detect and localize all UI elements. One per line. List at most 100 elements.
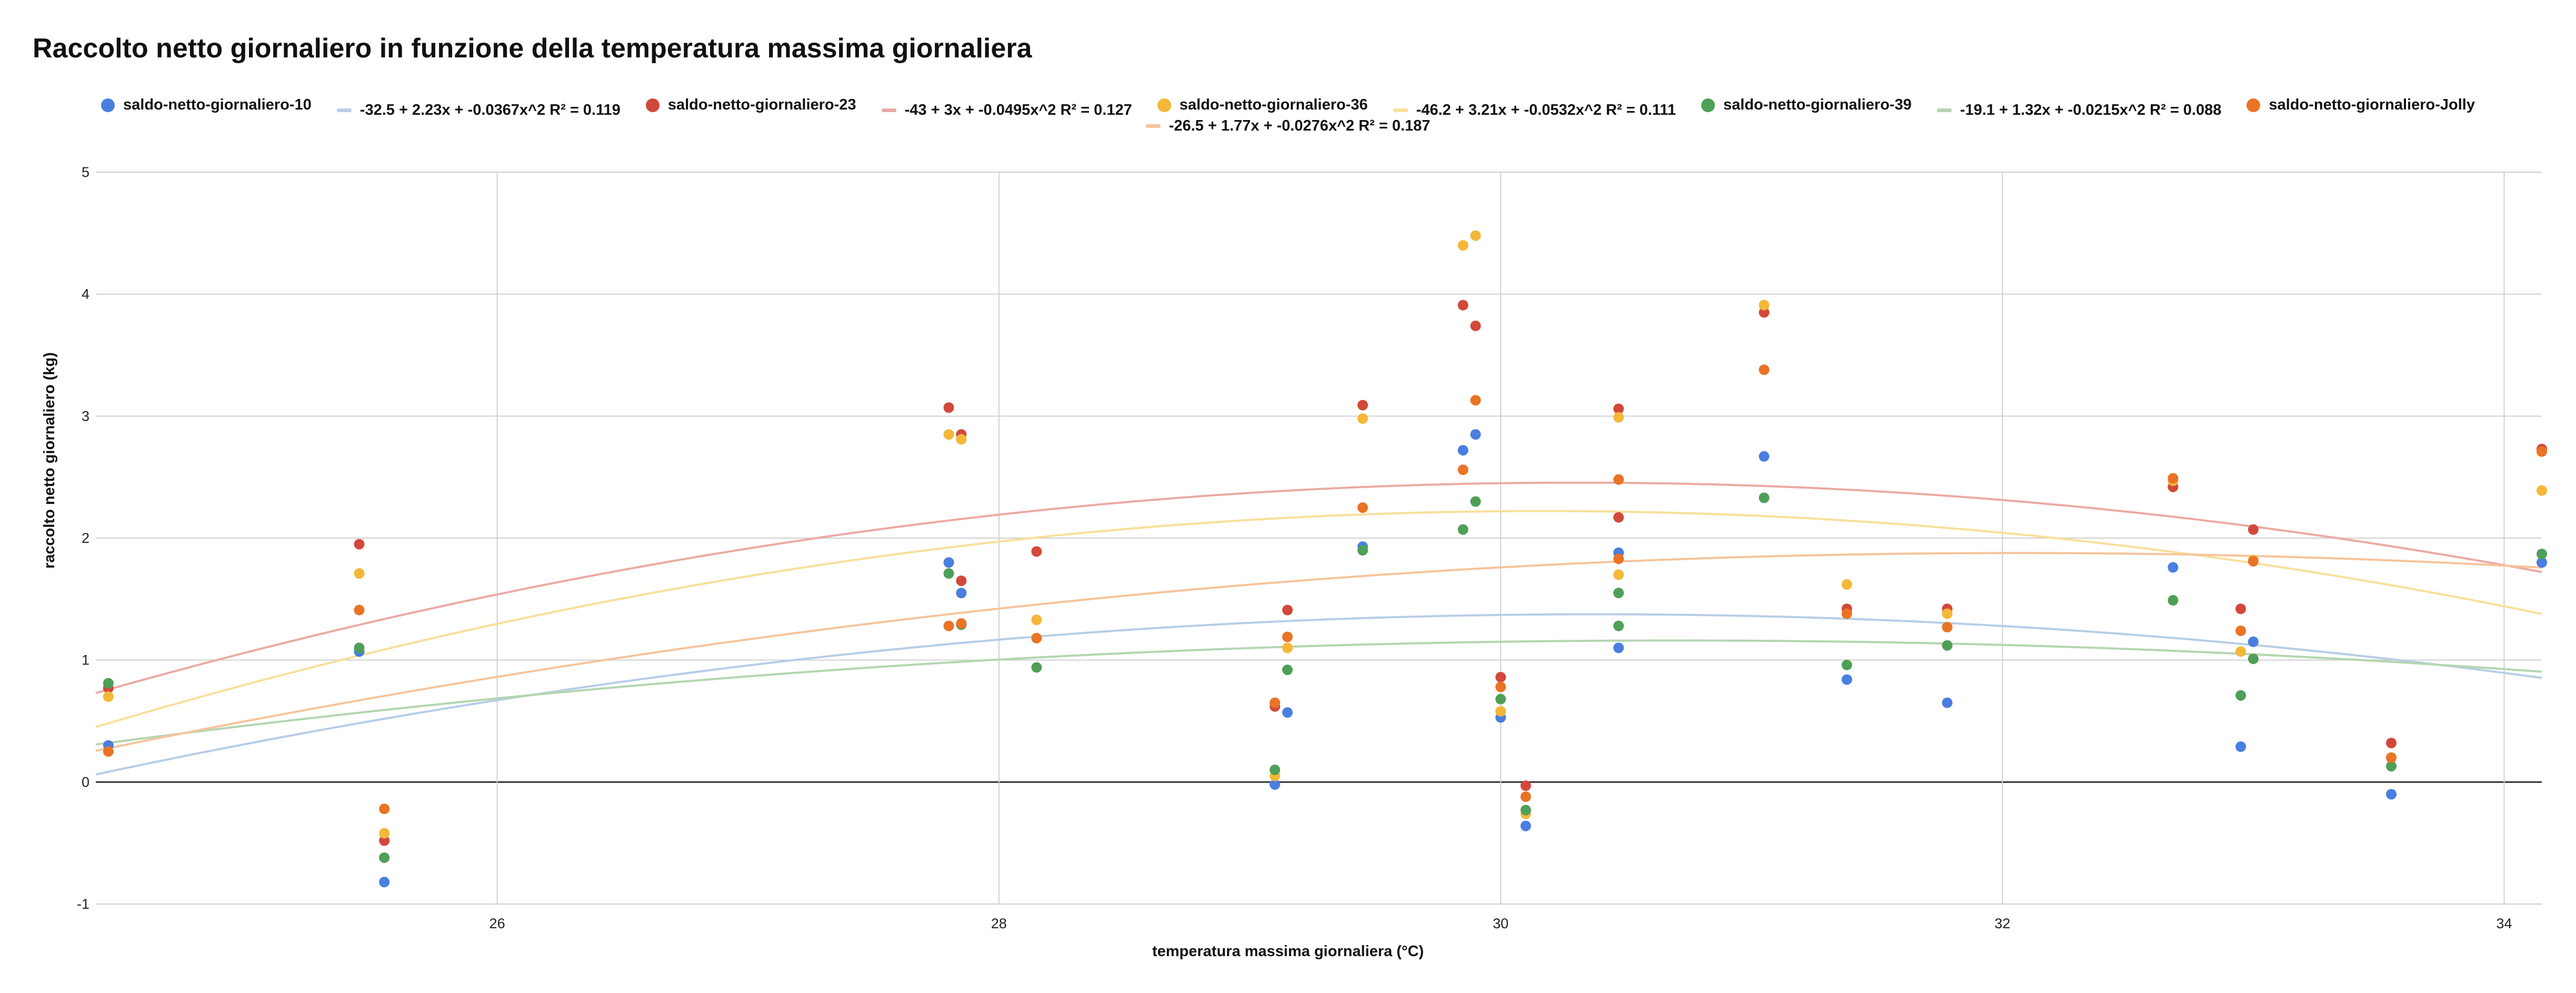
data-point-series-4 bbox=[2168, 473, 2179, 484]
data-point-series-3 bbox=[1841, 659, 1852, 670]
data-point-series-4 bbox=[1495, 681, 1506, 692]
data-point-series-1 bbox=[1613, 512, 1624, 523]
data-point-series-4 bbox=[379, 803, 390, 815]
y-tick-label: 5 bbox=[82, 164, 89, 180]
data-point-series-4 bbox=[943, 620, 954, 631]
data-point-series-1 bbox=[2235, 603, 2246, 614]
data-point-series-4 bbox=[1841, 608, 1852, 619]
data-point-series-2 bbox=[1031, 614, 1042, 625]
x-axis-title: temperatura massima giornaliera (°C) bbox=[1152, 943, 1424, 960]
data-point-series-3 bbox=[1282, 664, 1293, 676]
y-tick-label: 4 bbox=[82, 286, 89, 302]
data-point-series-1 bbox=[1759, 307, 1770, 318]
data-point-series-0 bbox=[1470, 429, 1481, 440]
y-tick-label: -1 bbox=[77, 896, 89, 912]
data-point-series-3 bbox=[2537, 549, 2547, 560]
data-point-series-3 bbox=[2248, 653, 2259, 664]
data-point-series-0 bbox=[956, 588, 967, 599]
data-point-series-4 bbox=[2537, 446, 2547, 457]
legend-label: saldo-netto-giornaliero-39 bbox=[1723, 96, 1912, 113]
legend-label: saldo-netto-giornaliero-Jolly bbox=[2269, 96, 2475, 113]
data-point-series-0 bbox=[1520, 820, 1531, 831]
data-point-series-0 bbox=[2168, 562, 2179, 573]
legend-line-trend-10 bbox=[336, 108, 352, 112]
legend-row-2: -26.5 + 1.77x + -0.0276x^2 R² = 0.187 bbox=[0, 115, 2576, 135]
data-point-series-3 bbox=[1457, 524, 1469, 535]
y-tick-label: 1 bbox=[82, 652, 89, 668]
data-point-series-4 bbox=[1457, 464, 1469, 475]
trendline-4 bbox=[95, 552, 2542, 752]
data-point-series-4 bbox=[1470, 395, 1481, 406]
data-point-series-4 bbox=[1613, 474, 1624, 485]
y-axis-title: raccolto netto giornaliero (kg) bbox=[41, 352, 58, 569]
legend-label: -46.2 + 3.21x + -0.0532x^2 R² = 0.111 bbox=[1416, 101, 1676, 118]
data-point-series-4 bbox=[956, 618, 967, 629]
legend: saldo-netto-giornaliero-10 -32.5 + 2.23x… bbox=[0, 96, 2576, 119]
legend-dot-series-jolly bbox=[2246, 98, 2261, 112]
data-point-series-1 bbox=[1470, 320, 1481, 331]
data-point-series-1 bbox=[1357, 400, 1368, 411]
data-point-series-1 bbox=[2386, 738, 2397, 749]
trendline-1 bbox=[95, 481, 2542, 694]
legend-item-series-jolly[interactable]: saldo-netto-giornaliero-Jolly bbox=[2246, 96, 2475, 114]
data-point-series-1 bbox=[1282, 604, 1293, 615]
legend-label: -26.5 + 1.77x + -0.0276x^2 R² = 0.187 bbox=[1169, 117, 1431, 134]
data-point-series-2 bbox=[1495, 706, 1506, 717]
data-point-series-3 bbox=[103, 678, 114, 689]
legend-label: saldo-netto-giornaliero-10 bbox=[123, 96, 312, 113]
data-point-series-0 bbox=[1942, 697, 1953, 708]
data-point-series-1 bbox=[379, 835, 390, 846]
legend-label: saldo-netto-giornaliero-23 bbox=[667, 96, 856, 113]
data-point-series-0 bbox=[2248, 636, 2259, 647]
data-point-series-4 bbox=[1520, 791, 1531, 802]
legend-dot-series-39 bbox=[1701, 98, 1715, 112]
legend-item-trend-jolly[interactable]: -26.5 + 1.77x + -0.0276x^2 R² = 0.187 bbox=[1145, 117, 1431, 135]
data-point-series-1 bbox=[943, 402, 954, 413]
data-point-series-3 bbox=[379, 852, 390, 863]
data-point-series-2 bbox=[1470, 230, 1481, 241]
data-point-series-2 bbox=[1282, 642, 1293, 653]
data-point-series-1 bbox=[354, 539, 365, 550]
legend-line-trend-39 bbox=[1936, 108, 1952, 112]
x-tick-label: 28 bbox=[991, 916, 1007, 931]
data-point-series-3 bbox=[1357, 545, 1368, 556]
data-point-series-3 bbox=[1031, 662, 1042, 673]
legend-line-trend-36 bbox=[1393, 108, 1408, 112]
y-tick-label: 2 bbox=[82, 530, 89, 546]
trendline-2 bbox=[95, 510, 2542, 728]
data-point-series-4 bbox=[1942, 622, 1953, 633]
data-point-series-0 bbox=[2386, 789, 2397, 800]
y-tick-label: 0 bbox=[82, 774, 89, 790]
data-point-series-0 bbox=[1759, 451, 1770, 462]
legend-item-series-36[interactable]: saldo-netto-giornaliero-36 bbox=[1157, 96, 1367, 114]
legend-item-series-23[interactable]: saldo-netto-giornaliero-23 bbox=[645, 96, 856, 114]
legend-item-trend-39[interactable]: -19.1 + 1.32x + -0.0215x^2 R² = 0.088 bbox=[1936, 102, 2221, 119]
data-point-series-4 bbox=[2386, 752, 2397, 763]
data-point-series-3 bbox=[2235, 690, 2246, 701]
data-point-series-4 bbox=[1031, 632, 1042, 643]
data-point-series-2 bbox=[2235, 646, 2246, 657]
data-point-series-2 bbox=[354, 568, 365, 579]
x-tick-label: 26 bbox=[490, 916, 505, 931]
data-point-series-2 bbox=[1942, 608, 1953, 619]
data-point-series-2 bbox=[1613, 569, 1624, 580]
data-point-series-3 bbox=[1613, 620, 1624, 631]
legend-item-trend-10[interactable]: -32.5 + 2.23x + -0.0367x^2 R² = 0.119 bbox=[336, 102, 621, 119]
data-point-series-3 bbox=[1613, 588, 1624, 599]
data-point-series-4 bbox=[2248, 556, 2259, 567]
data-point-series-3 bbox=[2168, 595, 2179, 606]
data-point-series-3 bbox=[1942, 640, 1953, 651]
data-point-series-4 bbox=[1613, 553, 1624, 564]
legend-item-trend-36[interactable]: -46.2 + 3.21x + -0.0532x^2 R² = 0.111 bbox=[1393, 102, 1676, 119]
y-tick-label: 3 bbox=[82, 408, 89, 424]
legend-item-series-39[interactable]: saldo-netto-giornaliero-39 bbox=[1701, 96, 1912, 114]
data-point-series-1 bbox=[1520, 780, 1531, 791]
trendline-0 bbox=[95, 613, 2542, 776]
data-point-series-0 bbox=[379, 877, 390, 888]
data-point-series-3 bbox=[1470, 496, 1481, 507]
data-point-series-1 bbox=[1613, 403, 1624, 414]
data-point-series-0 bbox=[2235, 741, 2246, 752]
legend-item-series-10[interactable]: saldo-netto-giornaliero-10 bbox=[101, 96, 312, 114]
legend-item-trend-23[interactable]: -43 + 3x + -0.0495x^2 R² = 0.127 bbox=[881, 102, 1132, 119]
